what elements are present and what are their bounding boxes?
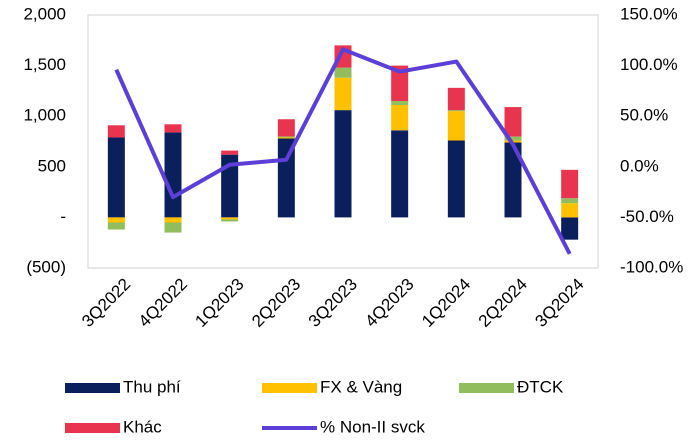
y-tick-label: - — [60, 207, 66, 226]
y2-tick-label: 50.0% — [620, 106, 668, 125]
bar — [391, 130, 409, 218]
legend-label: % Non-II svck — [320, 417, 425, 436]
bar — [391, 101, 409, 106]
x-tick-label: 3Q2024 — [531, 275, 587, 331]
legend-label: Thu phí — [123, 377, 181, 396]
y-tick-label: 1,500 — [23, 55, 66, 74]
bar — [164, 132, 182, 218]
y2-tick-label: 100.0% — [620, 55, 678, 74]
bar — [334, 67, 352, 78]
y2-tick-label: -50.0% — [620, 207, 674, 226]
bar — [107, 125, 125, 138]
bar — [504, 107, 522, 137]
y-tick-label: 2,000 — [23, 4, 66, 23]
y-tick-label: 500 — [38, 156, 66, 175]
x-tick-label: 1Q2024 — [418, 275, 474, 331]
x-tick-label: 4Q2022 — [135, 275, 191, 331]
bar — [164, 222, 182, 233]
y2-tick-label: 150.0% — [620, 4, 678, 23]
bar — [504, 142, 522, 218]
y2-tick-label: -100.0% — [620, 257, 683, 276]
bar — [107, 222, 125, 230]
bar — [391, 105, 409, 131]
bar — [561, 217, 579, 240]
y2-tick-label: 0.0% — [620, 156, 659, 175]
x-tick-label: 3Q2022 — [78, 275, 134, 331]
bar — [561, 169, 579, 199]
x-tick-label: 1Q2023 — [191, 275, 247, 331]
y-tick-label: (500) — [26, 257, 66, 276]
bar — [561, 198, 579, 204]
legend-label: ĐTCK — [517, 377, 564, 396]
bar — [277, 119, 295, 137]
bar — [221, 150, 239, 155]
bar — [334, 77, 352, 111]
legend-key — [65, 423, 120, 433]
bar — [334, 110, 352, 218]
x-tick-label: 2Q2024 — [475, 275, 531, 331]
legend-key — [459, 383, 514, 393]
bar — [107, 137, 125, 218]
bar — [277, 136, 295, 138]
legend-key — [262, 383, 317, 393]
legend-label: FX & Vàng — [320, 377, 402, 396]
bar — [164, 124, 182, 133]
bar — [391, 65, 409, 102]
bar — [164, 217, 182, 223]
bar — [447, 140, 465, 218]
legend-key — [65, 383, 120, 393]
bar — [221, 219, 239, 222]
bar — [221, 154, 239, 218]
bar — [107, 217, 125, 223]
bar — [447, 111, 465, 141]
bar — [277, 137, 295, 139]
bar — [221, 217, 239, 220]
bar — [447, 110, 465, 112]
bar — [561, 203, 579, 218]
y-tick-label: 1,000 — [23, 106, 66, 125]
x-tick-label: 4Q2023 — [361, 275, 417, 331]
bar — [447, 87, 465, 111]
x-tick-label: 2Q2023 — [248, 275, 304, 331]
legend-label: Khác — [123, 417, 162, 436]
x-tick-label: 3Q2023 — [305, 275, 361, 331]
plot-area — [87, 14, 599, 269]
bar — [504, 136, 522, 141]
line-series — [114, 47, 572, 255]
